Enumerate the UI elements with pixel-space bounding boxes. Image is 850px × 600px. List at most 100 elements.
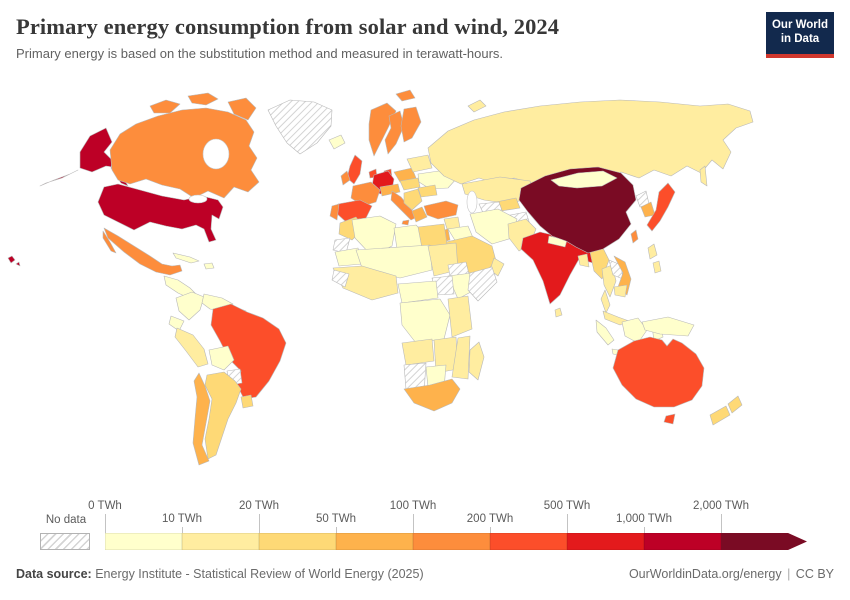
country-west-africa[interactable]: [332, 265, 399, 301]
country-uruguay[interactable]: [240, 394, 254, 409]
country-canada[interactable]: [109, 107, 260, 199]
country-hawaii[interactable]: [7, 255, 21, 267]
legend-bin[interactable]: [105, 533, 182, 550]
country-bolivia[interactable]: [208, 345, 235, 371]
country-china[interactable]: [518, 166, 637, 254]
owid-logo-red-bar: [766, 53, 834, 58]
legend-bin[interactable]: [259, 533, 336, 550]
country-algeria[interactable]: [351, 215, 397, 257]
country-cambodia[interactable]: [613, 284, 628, 298]
country-philippines[interactable]: [647, 243, 662, 274]
country-argentina[interactable]: [204, 371, 242, 460]
country-peru[interactable]: [174, 327, 209, 368]
legend-tick: [182, 527, 183, 533]
country-south-africa[interactable]: [403, 378, 461, 412]
legend-tick: [259, 514, 260, 533]
owid-logo[interactable]: Our World in Data: [766, 12, 834, 58]
country-czech-region[interactable]: [399, 177, 421, 191]
country-taiwan[interactable]: [630, 229, 639, 244]
country-borneo[interactable]: [621, 317, 648, 344]
legend-tick-label: 200 TWh: [466, 513, 514, 525]
country-drc[interactable]: [399, 298, 451, 344]
country-japan[interactable]: [646, 182, 676, 232]
country-colombia[interactable]: [175, 291, 205, 321]
country-mexico[interactable]: [103, 227, 183, 276]
legend-no-data-swatch[interactable]: [40, 533, 90, 550]
legend-no-data-label: No data: [45, 514, 87, 526]
country-sakhalin[interactable]: [699, 165, 708, 187]
world-map: [0, 88, 850, 498]
country-central-africa[interactable]: [397, 280, 439, 304]
country-ireland[interactable]: [340, 170, 351, 186]
country-italy[interactable]: [390, 190, 418, 221]
country-novaya-zemlya[interactable]: [467, 99, 487, 113]
country-sumatra[interactable]: [595, 319, 615, 346]
country-belarus-baltics[interactable]: [406, 154, 433, 173]
legend-tick: [490, 527, 491, 533]
country-new-guinea[interactable]: [641, 316, 695, 337]
country-greenland[interactable]: [267, 99, 333, 155]
legend-tick-label: 2,000 TWh: [692, 500, 750, 512]
country-finland[interactable]: [400, 106, 422, 143]
country-somalia[interactable]: [467, 266, 498, 302]
legend-tick-label: 1,000 TWh: [615, 513, 673, 525]
country-romania[interactable]: [417, 184, 438, 198]
country-angola[interactable]: [401, 338, 435, 366]
attribution: OurWorldinData.org/energy | CC BY: [629, 567, 834, 581]
data-source: Data source: Energy Institute - Statisti…: [16, 567, 424, 581]
country-mozambique[interactable]: [451, 335, 471, 380]
legend-tick-label: 50 TWh: [315, 513, 357, 525]
country-portugal[interactable]: [329, 203, 340, 221]
legend-tick: [105, 514, 106, 533]
legend-tick-label: 10 TWh: [161, 513, 203, 525]
country-madagascar[interactable]: [468, 341, 485, 381]
country-arctic-islands-2[interactable]: [187, 92, 219, 106]
country-guinea-region[interactable]: [331, 269, 350, 288]
great-lakes: [188, 194, 208, 204]
country-arctic-islands-1[interactable]: [149, 99, 181, 114]
legend-bin[interactable]: [567, 533, 644, 550]
country-ecuador[interactable]: [168, 315, 185, 332]
country-poland[interactable]: [393, 167, 417, 183]
license-label[interactable]: CC BY: [795, 567, 834, 581]
country-hispaniola[interactable]: [203, 262, 215, 270]
legend-tick: [644, 527, 645, 533]
hudson-bay: [202, 138, 230, 170]
legend-tick-label: 0 TWh: [88, 500, 122, 512]
legend-bin[interactable]: [721, 533, 807, 550]
country-baja-california[interactable]: [102, 230, 117, 254]
country-syria[interactable]: [443, 216, 461, 230]
country-kenya-tanzania[interactable]: [447, 295, 473, 338]
page-title: Primary energy consumption from solar an…: [16, 14, 560, 39]
country-svalbard[interactable]: [395, 89, 416, 102]
country-new-zealand-north[interactable]: [727, 395, 743, 414]
owid-logo-text: Our World in Data: [766, 12, 834, 54]
country-tasmania[interactable]: [663, 413, 676, 425]
country-france[interactable]: [350, 181, 381, 207]
country-sicily[interactable]: [401, 219, 410, 226]
legend-bin[interactable]: [490, 533, 567, 550]
country-australia[interactable]: [612, 336, 705, 408]
country-new-zealand-south[interactable]: [709, 405, 731, 426]
country-chile[interactable]: [192, 372, 211, 466]
legend-tick-label: 20 TWh: [238, 500, 280, 512]
country-aleutians[interactable]: [39, 169, 79, 187]
country-baffin-island[interactable]: [227, 97, 257, 121]
country-sri-lanka[interactable]: [554, 307, 563, 318]
legend-bin[interactable]: [182, 533, 259, 550]
country-greece[interactable]: [411, 206, 428, 223]
legend-bin[interactable]: [413, 533, 490, 550]
country-iceland[interactable]: [328, 134, 346, 150]
country-mongolia[interactable]: [550, 170, 618, 189]
country-cuba[interactable]: [172, 252, 200, 264]
country-bangladesh[interactable]: [577, 253, 590, 268]
legend-bin[interactable]: [644, 533, 721, 550]
country-balkans[interactable]: [403, 188, 423, 211]
world-map-svg: [7, 89, 754, 466]
page-subtitle: Primary energy is based on the substitut…: [16, 46, 504, 61]
legend-bin[interactable]: [336, 533, 413, 550]
owid-link[interactable]: OurWorldinData.org/energy: [628, 567, 782, 581]
country-sweden[interactable]: [384, 110, 405, 155]
country-turkey[interactable]: [423, 200, 459, 220]
